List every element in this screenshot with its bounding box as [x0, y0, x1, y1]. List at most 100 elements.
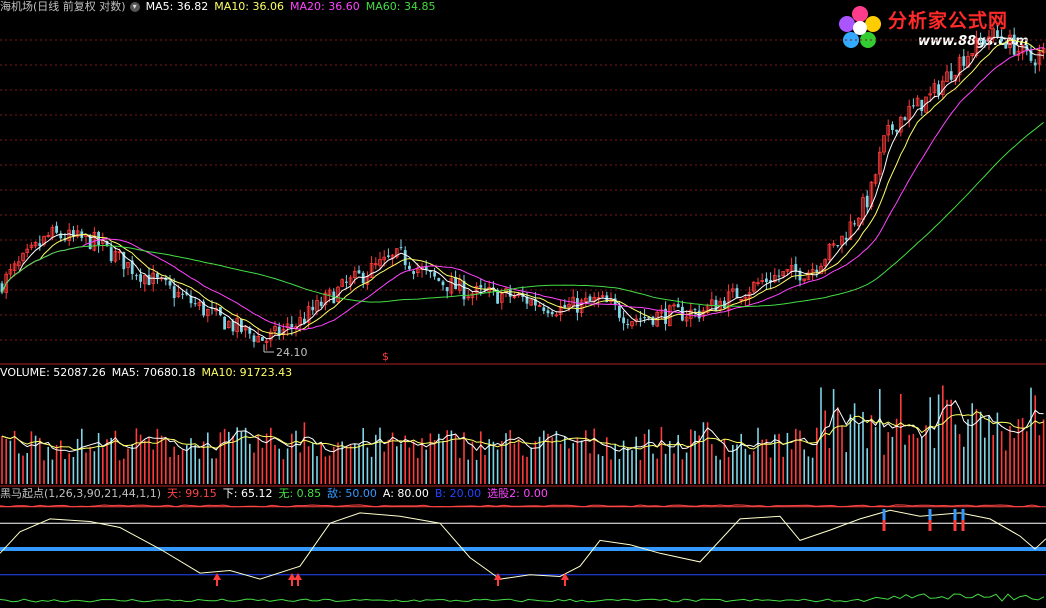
stock-title: 海机场(日线 前复权 对数) — [0, 0, 126, 13]
candle-body — [441, 281, 445, 286]
candle-body — [639, 318, 642, 320]
candle-body — [189, 295, 193, 304]
candle-body — [684, 316, 689, 322]
candle-body — [240, 318, 243, 332]
candle-body — [626, 323, 630, 325]
candle-body — [651, 316, 655, 325]
candle-body — [529, 299, 533, 306]
candle-body — [231, 320, 235, 332]
candle-body — [932, 83, 937, 94]
candle-body — [357, 270, 361, 274]
candle-body — [394, 248, 399, 258]
candle-body — [974, 37, 979, 57]
candle-body — [445, 287, 449, 292]
candle-body — [256, 336, 260, 343]
candle-body — [571, 296, 575, 306]
candle-body — [126, 262, 130, 268]
candle-body — [579, 299, 584, 313]
candle-body — [521, 294, 525, 297]
candle-body — [563, 304, 567, 308]
candle-body — [1033, 62, 1037, 66]
indicator-legend-item-2: 下: 65.12 — [222, 487, 273, 500]
candle-body — [907, 105, 911, 121]
candle-body — [109, 247, 113, 262]
candle-body — [878, 151, 882, 175]
indicator-legend-item-7: 选股2: 0.00 — [487, 487, 548, 500]
candle-body — [550, 311, 554, 315]
candle-body — [303, 318, 306, 324]
candle-body — [168, 280, 172, 286]
candle-body — [0, 283, 4, 293]
volume-ma5-line — [1, 399, 1044, 453]
candle-body — [156, 273, 159, 278]
candle-body — [827, 243, 832, 260]
indicator-legend-item-0: 黑马起点(1,26,3,90,21,44,1,1) — [0, 487, 162, 500]
candle-body — [962, 56, 966, 66]
candle-body — [420, 267, 424, 270]
candle-body — [840, 235, 844, 246]
candle-body — [618, 306, 621, 318]
candle-body — [290, 323, 294, 328]
candle-body — [567, 304, 571, 308]
candle-body — [735, 288, 739, 299]
candle-body — [1037, 51, 1042, 65]
candle-body — [332, 291, 336, 304]
candle-body — [176, 291, 181, 297]
candle-body — [676, 304, 680, 308]
ma20-line — [1, 47, 1044, 331]
volume-header: VOLUME: 52087.26 MA5: 70680.18 MA10: 91723… — [0, 366, 298, 380]
candle-body — [937, 84, 940, 95]
candle-body — [508, 289, 512, 297]
candle-body — [979, 39, 982, 41]
indicator-legend-item-6: B: 20.00 — [434, 487, 482, 500]
candle-body — [584, 297, 588, 302]
candle-body — [848, 221, 853, 240]
price-header: 海机场(日线 前复权 对数) ▾ MA5: 36.82 MA10: 36.06 MA20… — [0, 0, 447, 14]
candle-body — [928, 93, 932, 96]
candle-body — [268, 331, 273, 341]
candle-body — [987, 36, 991, 42]
candle-body — [912, 105, 915, 107]
candle-body — [29, 244, 34, 248]
indicator-red-line — [0, 504, 1041, 508]
candle-body — [765, 278, 768, 283]
candle-body — [558, 306, 563, 315]
candle-body — [873, 174, 878, 184]
candle-body — [454, 277, 457, 290]
dropdown-icon[interactable]: ▾ — [129, 2, 140, 12]
candle-body — [991, 28, 995, 40]
volume-ma10-line — [1, 411, 1044, 451]
candle-body — [479, 285, 483, 288]
candle-body — [340, 279, 344, 287]
candle-body — [844, 237, 848, 240]
candle-body — [815, 269, 819, 273]
candle-body — [613, 298, 617, 305]
candle-body — [731, 288, 735, 292]
candle-body — [592, 296, 596, 302]
candle-body — [525, 296, 529, 304]
candle-body — [429, 270, 432, 273]
candle-body — [67, 229, 72, 241]
candle-body — [1029, 50, 1033, 61]
candle-body — [139, 274, 142, 282]
candle-body — [373, 263, 378, 266]
candle-body — [697, 310, 701, 319]
candle-body — [403, 250, 407, 266]
candle-body — [949, 71, 953, 80]
indicator-green-line — [0, 593, 1045, 603]
buy-arrow-icon — [294, 573, 302, 580]
candle-body — [886, 125, 890, 136]
volume-legend-item-2: MA10: 91723.43 — [201, 366, 293, 379]
candle-body — [348, 277, 353, 285]
candle-body — [630, 321, 634, 327]
candle-body — [831, 243, 836, 246]
candle-body — [802, 278, 806, 282]
candle-body — [38, 243, 42, 246]
candle-body — [33, 242, 38, 247]
candle-body — [1004, 42, 1008, 49]
candle-body — [25, 248, 29, 253]
candle-body — [1000, 36, 1003, 42]
candle-body — [75, 230, 80, 237]
indicator-legend-item-5: A: 80.00 — [382, 487, 429, 500]
